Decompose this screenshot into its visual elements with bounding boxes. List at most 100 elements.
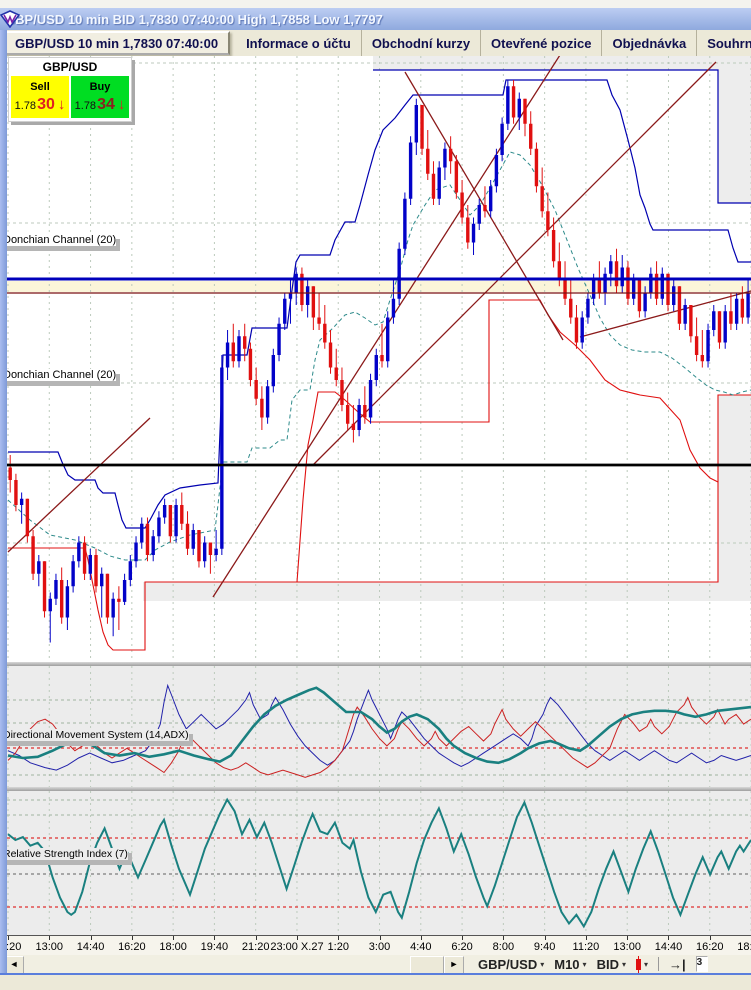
- tab-bar: GBP/USD 10 min 1,7830 07:40:00 Informace …: [0, 30, 751, 56]
- axis-tick: [296, 936, 298, 940]
- axis-tick: [338, 936, 340, 940]
- chart-area: [0, 56, 751, 955]
- trend-line: [579, 290, 751, 338]
- scroll-right-button[interactable]: ►: [444, 956, 464, 974]
- axis-label: 19:40: [200, 941, 229, 953]
- quote-panel: GBP/USD Sell 1.78 30 ↓ Buy 1.78 34 ↓: [8, 57, 132, 122]
- tab-4[interactable]: Objednávka: [602, 30, 698, 56]
- rsi-label[interactable]: Relative Strength Index (7): [3, 848, 132, 865]
- chevron-down-icon: ▾: [643, 959, 648, 969]
- symbol-dropdown[interactable]: GBP/USD ▾: [478, 956, 545, 972]
- axis-tick: [668, 936, 670, 940]
- window-frame-line: [0, 973, 751, 975]
- axis-tick: [420, 936, 422, 940]
- axis-tick: [49, 936, 51, 940]
- axis-tick: [709, 936, 711, 940]
- bar-count-spinner[interactable]: 3: [695, 956, 708, 972]
- candles: [8, 80, 750, 643]
- panel-separator-2[interactable]: [0, 787, 751, 791]
- donchian-middle-line: [7, 151, 751, 561]
- axis-label: 11:20: [572, 941, 600, 953]
- tab-3[interactable]: Otevřené pozice: [481, 30, 603, 56]
- axis-tick: [214, 936, 216, 940]
- dms-indicator-canvas[interactable]: [0, 666, 751, 787]
- candlestick-icon: [635, 955, 641, 973]
- axis-tick: [503, 936, 505, 940]
- sell-button[interactable]: Sell 1.78 30 ↓: [11, 76, 69, 118]
- plus-di-line: [7, 683, 751, 771]
- period-dropdown[interactable]: M10 ▾: [554, 956, 587, 972]
- axis-label: 14:40: [76, 941, 105, 953]
- price-type-dropdown[interactable]: BID ▾: [596, 956, 626, 972]
- chart-toolbar: GBP/USD ▾ M10 ▾ BID ▾ ▾ →| 3: [470, 955, 708, 973]
- scrollbar-thumb[interactable]: [410, 956, 444, 974]
- axis-label: 1:20: [327, 941, 349, 953]
- buy-price-pips: 34: [97, 95, 115, 113]
- axis-label: 13:00: [35, 941, 64, 953]
- donchian-channel-label-2[interactable]: Donchian Channel (20): [3, 369, 121, 386]
- axis-label: 9:40: [533, 941, 556, 953]
- axis-label: 18:00: [737, 941, 751, 953]
- time-axis: 11:20 13:00 14:40 16:20 18:00 19:40 21:2023:00…: [0, 935, 751, 956]
- channel-outside-fill: [718, 70, 751, 203]
- axis-label: 16:20: [118, 941, 146, 953]
- axis-tick: [627, 936, 629, 940]
- chart-type-dropdown[interactable]: ▾: [635, 955, 648, 973]
- scroll-left-button[interactable]: ◄: [4, 956, 24, 974]
- tab-0[interactable]: GBP/USD 10 min 1,7830 07:40:00: [3, 31, 231, 55]
- axis-label: 4:40: [410, 941, 432, 953]
- axis-label: 23:00 X.27: [270, 941, 324, 953]
- adx-line: [7, 686, 751, 765]
- axis-label: 6:20: [451, 941, 473, 953]
- quote-pair-label: GBP/USD: [42, 60, 98, 74]
- axis-tick: [585, 936, 587, 940]
- axis-tick: [255, 936, 257, 940]
- axis-tick: [173, 936, 175, 940]
- goto-latest-button[interactable]: →|: [668, 956, 686, 972]
- axis-tick: [544, 936, 546, 940]
- donchian-channel-label-1[interactable]: Donchian Channel (20): [3, 234, 121, 251]
- buy-button[interactable]: Buy 1.78 34 ↓: [71, 76, 129, 118]
- tab-5[interactable]: Souhrn účtu: [697, 30, 751, 56]
- tab-2[interactable]: Obchodní kurzy: [362, 30, 482, 56]
- chevron-down-icon: ▾: [540, 959, 545, 969]
- trend-line: [7, 417, 151, 553]
- axis-tick: [379, 936, 381, 940]
- axis-label: 18:00: [159, 941, 187, 953]
- tab-1[interactable]: Informace o účtu: [236, 30, 362, 56]
- axis-tick: [90, 936, 92, 940]
- price-chart-canvas[interactable]: [0, 56, 751, 662]
- axis-label: 14:40: [654, 941, 683, 953]
- axis-tick: [8, 936, 9, 940]
- sell-down-arrow-icon: ↓: [57, 95, 66, 113]
- buy-price-prefix: 1.78: [74, 99, 97, 112]
- trend-line: [312, 61, 717, 466]
- sell-price-prefix: 1.78: [14, 99, 37, 112]
- axis-label: 21:20: [241, 941, 270, 953]
- window-top-edge: [0, 0, 751, 8]
- axis-label: 16:20: [695, 941, 724, 953]
- title-bar[interactable]: GBP/USD 10 min BID 1,7830 07:40:00 High …: [0, 8, 751, 30]
- axis-label: 8:00: [492, 941, 515, 953]
- sell-price-pips: 30: [37, 95, 55, 113]
- buy-down-arrow-icon: ↓: [117, 95, 126, 113]
- rsi-line: [7, 797, 751, 929]
- chevron-down-icon: ▾: [621, 959, 626, 969]
- donchian-long-lower-line: [8, 394, 751, 651]
- donchian-upper-line: [8, 79, 751, 529]
- axis-tick: [131, 936, 133, 940]
- axis-tick: [462, 936, 464, 940]
- price-band: [7, 281, 751, 292]
- donchian-long-upper-line: [373, 69, 751, 204]
- app-logo-icon: [0, 10, 20, 28]
- window-bottom-edge: [0, 975, 751, 990]
- chevron-down-icon: ▾: [582, 959, 587, 969]
- axis-label: 13:00: [613, 941, 641, 953]
- toolbar-divider: [657, 957, 659, 971]
- axis-label: 3:00: [368, 941, 391, 953]
- minus-di-line: [7, 696, 751, 778]
- window-left-edge[interactable]: [0, 30, 7, 973]
- dms-label[interactable]: Directional Movement System (14,ADX): [3, 729, 193, 746]
- panel-separator[interactable]: [0, 662, 751, 666]
